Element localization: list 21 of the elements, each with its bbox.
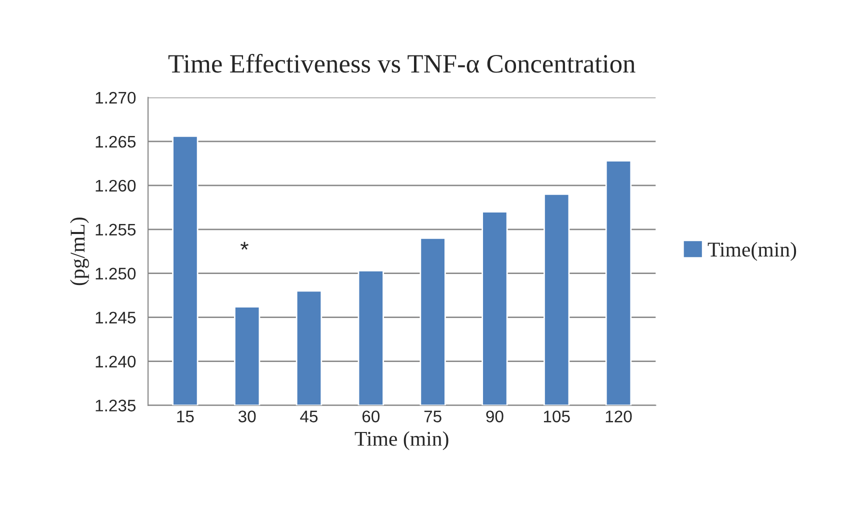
y-tick-label: 1.260	[96, 180, 136, 192]
annotation: *	[240, 242, 248, 250]
x-axis-title: Time (min)	[354, 431, 448, 450]
x-tick-label: 15	[177, 410, 194, 422]
y-tick-label: 1.235	[96, 400, 136, 412]
legend-label: Time(min)	[708, 242, 796, 261]
chart-title: Time Effectiveness vs TNF-α Concentration	[168, 54, 636, 73]
y-tick-label: 1.255	[96, 224, 136, 236]
x-tick-label: 90	[486, 410, 504, 422]
x-tick-label: 75	[424, 410, 442, 422]
y-axis-title: (pg/mL)	[70, 218, 89, 286]
x-tick-label: 45	[300, 410, 318, 422]
y-tick-label: 1.270	[96, 92, 136, 104]
x-tick-label: 30	[238, 410, 256, 422]
y-tick-label: 1.250	[96, 268, 136, 280]
x-tick-label: 120	[606, 410, 632, 422]
x-tick-label: 105	[544, 410, 570, 422]
x-tick-label: 60	[362, 410, 380, 422]
y-tick-label: 1.245	[96, 312, 136, 324]
y-tick-label: 1.265	[96, 136, 136, 148]
y-tick-label: 1.240	[96, 356, 136, 368]
